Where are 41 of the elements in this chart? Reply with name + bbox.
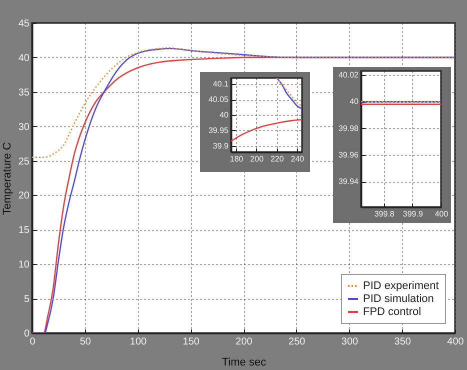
x-tick-label: 240 (290, 154, 305, 164)
y-tick-label: 20 (18, 190, 30, 202)
x-tick-label: 150 (182, 336, 200, 348)
y-tick-label: 45 (18, 18, 30, 30)
x-tick-label: 200 (236, 336, 253, 348)
y-tick-label: 40.02 (338, 70, 360, 80)
x-tick-label: 180 (230, 154, 244, 164)
x-tick-label: 400 (447, 336, 464, 348)
x-tick-label: 220 (270, 154, 284, 164)
x-tick-label: 399.8 (374, 210, 395, 218)
y-tick-label: 40 (220, 110, 230, 120)
y-tick-label: 40 (18, 52, 30, 64)
legend-label: PID simulation (363, 293, 434, 305)
y-tick-label: 15 (18, 225, 30, 236)
x-tick-label: 399.9 (402, 210, 424, 218)
x-tick-label: 200 (250, 154, 264, 164)
y-tick-label: 35 (18, 87, 30, 98)
y-tick-label: 40.05 (208, 95, 230, 104)
x-tick-label: 250 (288, 336, 306, 348)
x-tick-label: 400 (434, 210, 449, 218)
x-tick-label: 100 (130, 336, 148, 348)
x-tick-label: 300 (341, 336, 359, 348)
y-tick-label: 30 (18, 122, 30, 133)
y-tick-label: 39.95 (208, 126, 230, 135)
y-tick-label: 39.96 (338, 150, 360, 160)
legend-label: PID experiment (363, 280, 439, 292)
y-tick-label: 39.9 (212, 141, 230, 150)
y-tick-label: 5 (24, 294, 30, 306)
y-tick-label: 40 (350, 97, 360, 106)
y-tick-label: 39.98 (338, 124, 360, 133)
y-tick-label: 0 (24, 328, 30, 340)
y-axis-title: Temperature C (1, 142, 14, 215)
legend-label: FPD control (363, 306, 422, 318)
x-tick-label: 50 (80, 336, 92, 348)
x-tick-label: 350 (394, 336, 412, 348)
x-axis-title: Time sec (222, 356, 267, 368)
y-tick-label: 39.94 (338, 177, 360, 186)
y-tick-label: 25 (18, 156, 30, 168)
line-series (231, 118, 302, 142)
y-tick-label: 40.1 (212, 80, 230, 89)
y-tick-label: 10 (18, 260, 30, 271)
